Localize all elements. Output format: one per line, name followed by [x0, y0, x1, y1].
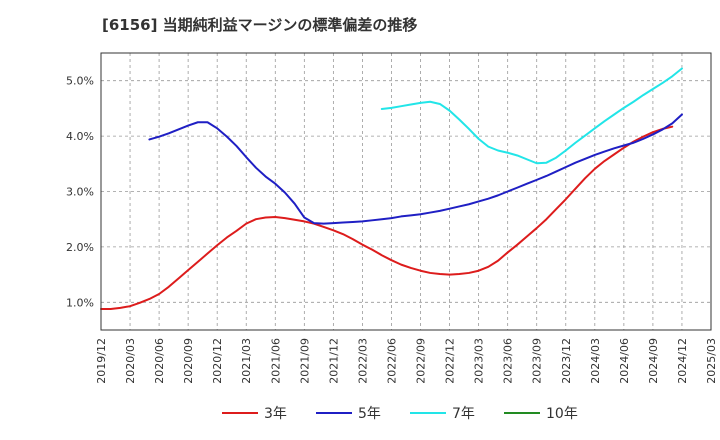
legend-label: 5年 — [358, 406, 381, 422]
x-tick-label: 2021/03 — [240, 338, 253, 384]
x-tick-label: 2020/03 — [124, 338, 137, 384]
legend: 3年 5年 7年 10年 — [222, 406, 578, 422]
legend-label: 10年 — [546, 406, 578, 422]
x-tick-label: 2023/12 — [560, 338, 573, 384]
grid-lines — [100, 53, 712, 330]
chart-title: [6156] 当期純利益マージンの標準偏差の推移 — [102, 16, 417, 34]
legend-label: 7年 — [452, 406, 475, 422]
x-tick-label: 2023/03 — [473, 338, 486, 384]
x-tick-label: 2023/06 — [502, 338, 515, 384]
x-tick-label: 2020/09 — [182, 338, 195, 384]
series-line — [100, 125, 674, 310]
y-axis-tick-labels: 1.0% 2.0% 3.0% 4.0% 5.0% — [66, 75, 94, 310]
y-tick-label: 2.0% — [66, 241, 94, 254]
series-line — [380, 67, 683, 165]
x-tick-label: 2021/12 — [327, 338, 340, 384]
x-tick-label: 2021/09 — [298, 338, 311, 384]
series-lines — [100, 67, 683, 310]
y-tick-label: 3.0% — [66, 186, 94, 199]
y-tick-label: 4.0% — [66, 130, 94, 143]
series-line — [148, 113, 683, 225]
y-tick-label: 5.0% — [66, 75, 94, 88]
x-tick-label: 2019/12 — [95, 338, 108, 384]
x-tick-label: 2025/03 — [705, 338, 718, 384]
x-axis-tick-labels: 2019/12 2020/03 2020/06 2020/09 2020/12 2021/… — [95, 338, 718, 384]
x-tick-label: 2022/03 — [356, 338, 369, 384]
y-tick-label: 1.0% — [66, 296, 94, 309]
x-tick-label: 2020/12 — [211, 338, 224, 384]
x-tick-label: 2024/06 — [618, 338, 631, 384]
x-tick-label: 2022/12 — [444, 338, 457, 384]
x-tick-label: 2023/09 — [531, 338, 544, 384]
x-tick-label: 2024/09 — [647, 338, 660, 384]
x-tick-label: 2024/03 — [589, 338, 602, 384]
plot-area — [100, 52, 712, 331]
x-tick-label: 2021/06 — [269, 338, 282, 384]
x-tick-label: 2024/12 — [676, 338, 689, 384]
x-tick-label: 2022/06 — [385, 338, 398, 384]
x-tick-label: 2022/09 — [415, 338, 428, 384]
legend-label: 3年 — [264, 406, 287, 422]
plot-frame — [100, 52, 712, 331]
x-tick-label: 2020/06 — [153, 338, 166, 384]
